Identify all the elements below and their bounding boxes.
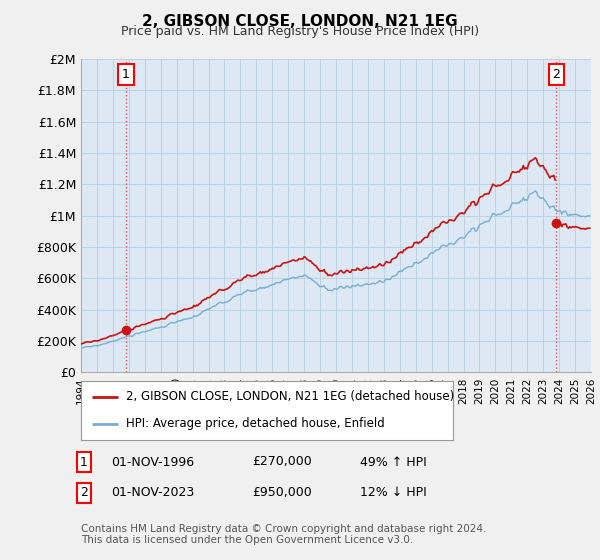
Text: 2: 2 <box>553 68 560 81</box>
Text: Contains HM Land Registry data © Crown copyright and database right 2024.
This d: Contains HM Land Registry data © Crown c… <box>81 524 487 545</box>
Text: 1: 1 <box>122 68 130 81</box>
Text: 49% ↑ HPI: 49% ↑ HPI <box>360 455 427 469</box>
Text: £950,000: £950,000 <box>252 486 312 500</box>
Text: 2, GIBSON CLOSE, LONDON, N21 1EG (detached house): 2, GIBSON CLOSE, LONDON, N21 1EG (detach… <box>125 390 454 403</box>
Text: 1: 1 <box>80 455 88 469</box>
Text: 2: 2 <box>80 486 88 500</box>
Text: Price paid vs. HM Land Registry's House Price Index (HPI): Price paid vs. HM Land Registry's House … <box>121 25 479 38</box>
Text: 2, GIBSON CLOSE, LONDON, N21 1EG: 2, GIBSON CLOSE, LONDON, N21 1EG <box>142 14 458 29</box>
Text: 01-NOV-1996: 01-NOV-1996 <box>111 455 194 469</box>
Text: 01-NOV-2023: 01-NOV-2023 <box>111 486 194 500</box>
Text: £270,000: £270,000 <box>252 455 312 469</box>
Text: 12% ↓ HPI: 12% ↓ HPI <box>360 486 427 500</box>
Text: HPI: Average price, detached house, Enfield: HPI: Average price, detached house, Enfi… <box>125 417 385 430</box>
